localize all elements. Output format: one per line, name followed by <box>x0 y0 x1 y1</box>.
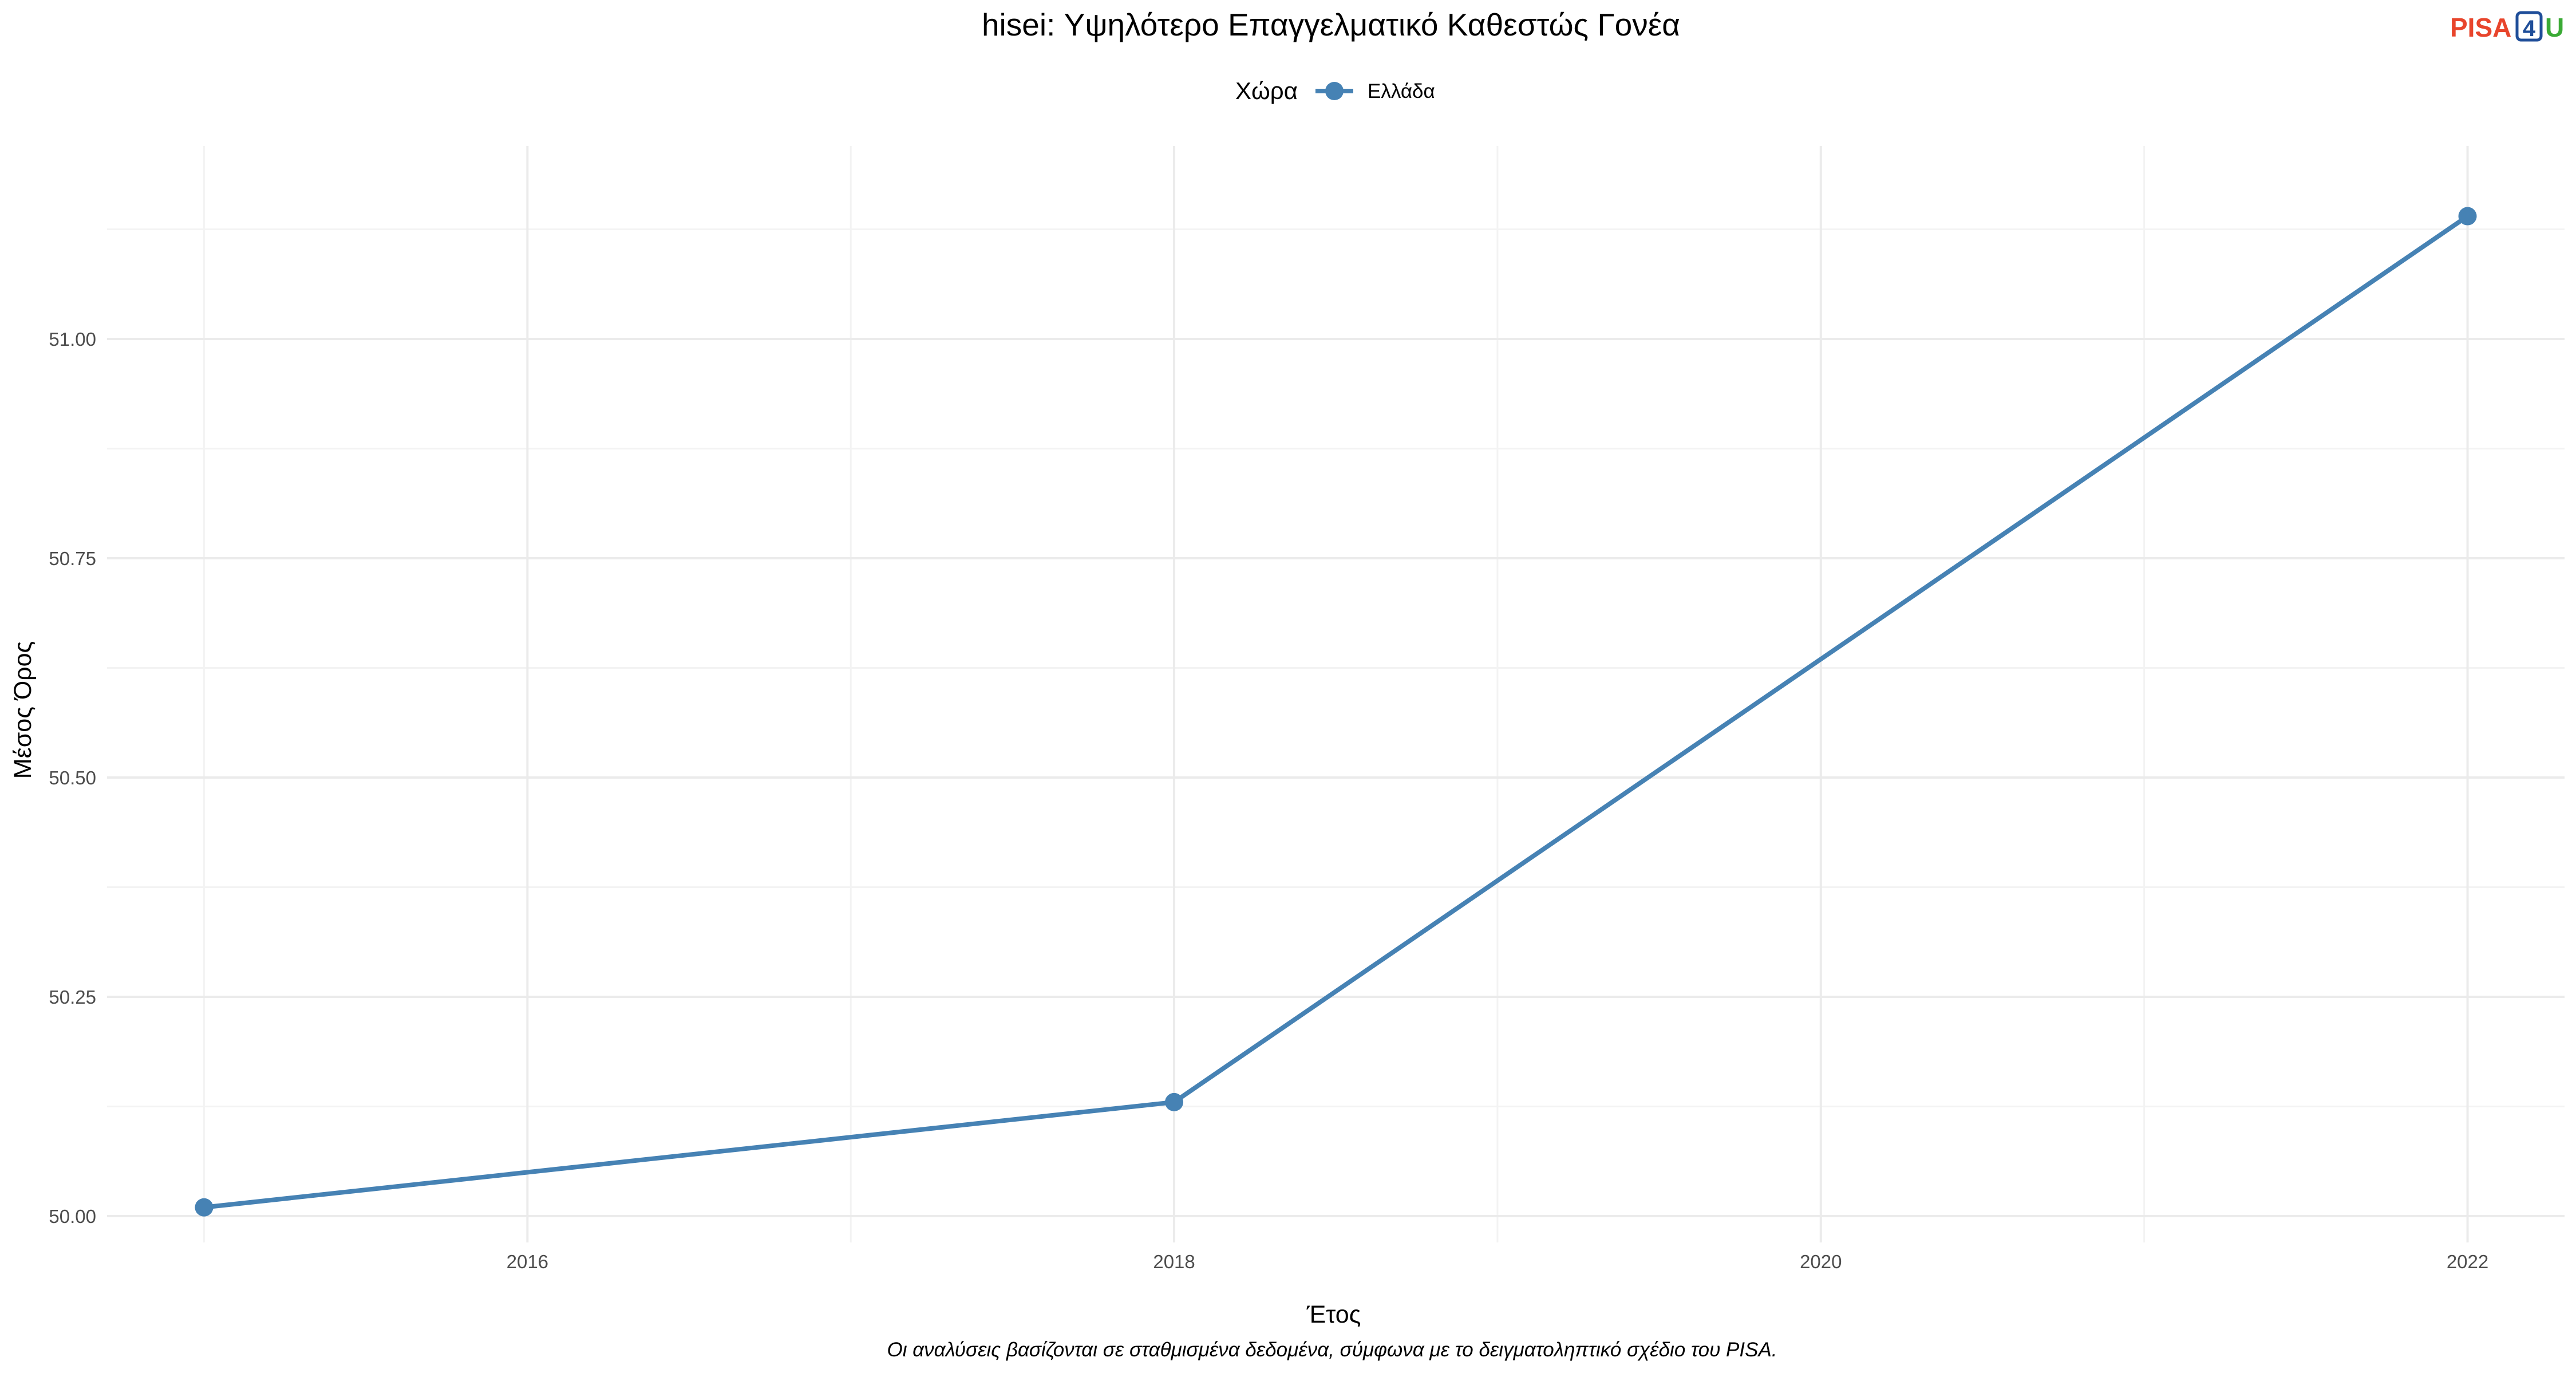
legend-title: Χώρα <box>1235 77 1298 104</box>
x-tick-label: 2022 <box>2447 1251 2488 1272</box>
pisa4u-logo: PISA 4 U <box>2450 11 2564 42</box>
y-axis-title: Μέσος Όρος <box>9 641 37 779</box>
y-tick-label: 50.50 <box>49 767 96 788</box>
x-tick-label: 2018 <box>1153 1251 1195 1272</box>
x-tick-label: 2016 <box>507 1251 548 1272</box>
logo-text-u: U <box>2545 13 2564 42</box>
series-layer <box>195 207 2477 1217</box>
y-tick-label: 50.75 <box>49 548 96 569</box>
data-point-2015 <box>195 1198 214 1217</box>
y-tick-label: 50.00 <box>49 1206 96 1227</box>
series-line-greece <box>204 214 2469 1210</box>
tick-labels: 2016 2018 2020 2022 50.00 50.25 50.50 50.75 51.0… <box>49 329 2488 1272</box>
legend-point-swatch <box>1325 82 1344 100</box>
legend: Χώρα Ελλάδα <box>1235 77 1435 104</box>
logo-box <box>2515 11 2543 42</box>
legend-label-greece: Ελλάδα <box>1368 80 1435 102</box>
y-tick-label: 50.25 <box>49 987 96 1008</box>
data-point-2018 <box>1165 1092 1184 1111</box>
chart-title: hisei: Υψηλότερο Επαγγελματικό Καθεστώς … <box>982 7 1680 42</box>
logo-text-4: 4 <box>2523 16 2536 41</box>
chart-caption: Οι αναλύσεις βασίζονται σε σταθμισμένα δ… <box>887 1339 1777 1361</box>
minor-gridlines <box>107 146 2565 1242</box>
y-tick-label: 51.00 <box>49 329 96 350</box>
logo-text-pisa: PISA <box>2450 13 2511 42</box>
major-gridlines <box>107 146 2565 1242</box>
x-axis-title: Έτος <box>1306 1301 1361 1328</box>
data-point-2022 <box>2458 207 2477 226</box>
x-tick-label: 2020 <box>1800 1251 1842 1272</box>
